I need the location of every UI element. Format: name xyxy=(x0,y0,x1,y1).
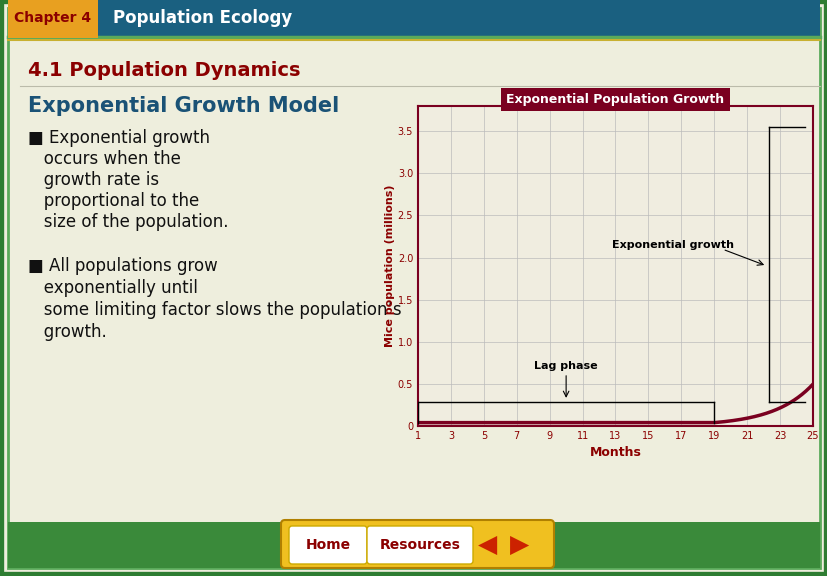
Text: Exponential Growth Model: Exponential Growth Model xyxy=(28,96,339,116)
Text: Population Ecology: Population Ecology xyxy=(112,9,292,27)
Text: size of the population.: size of the population. xyxy=(28,213,228,231)
Text: Lag phase: Lag phase xyxy=(533,361,597,372)
Text: exponentially until: exponentially until xyxy=(28,279,198,297)
Bar xyxy=(8,0,819,36)
Text: occurs when the: occurs when the xyxy=(28,150,180,168)
Text: some limiting factor slows the population’s: some limiting factor slows the populatio… xyxy=(28,301,401,319)
Text: ◀: ◀ xyxy=(478,533,497,557)
Text: ■ All populations grow: ■ All populations grow xyxy=(28,257,218,275)
Text: Exponential growth: Exponential growth xyxy=(611,240,734,250)
FancyBboxPatch shape xyxy=(366,526,472,564)
Text: ▶: ▶ xyxy=(509,533,529,557)
FancyBboxPatch shape xyxy=(289,526,366,564)
X-axis label: Months: Months xyxy=(589,446,641,460)
Text: Home: Home xyxy=(305,538,350,552)
Text: growth.: growth. xyxy=(28,323,107,341)
Text: growth rate is: growth rate is xyxy=(28,171,159,189)
FancyBboxPatch shape xyxy=(280,520,553,568)
Text: 4.1 Population Dynamics: 4.1 Population Dynamics xyxy=(28,60,300,79)
Y-axis label: Mice population (millions): Mice population (millions) xyxy=(385,185,394,347)
Text: ■ Exponential growth: ■ Exponential growth xyxy=(28,129,210,147)
Bar xyxy=(8,522,819,568)
Title: Exponential Population Growth: Exponential Population Growth xyxy=(506,93,724,106)
Text: Chapter 4: Chapter 4 xyxy=(14,11,92,25)
FancyBboxPatch shape xyxy=(8,0,98,38)
Text: Resources: Resources xyxy=(379,538,460,552)
Text: proportional to the: proportional to the xyxy=(28,192,199,210)
